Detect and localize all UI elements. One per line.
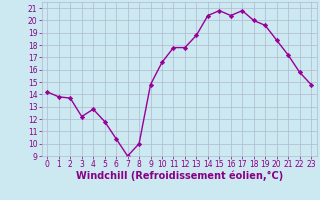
X-axis label: Windchill (Refroidissement éolien,°C): Windchill (Refroidissement éolien,°C) (76, 171, 283, 181)
